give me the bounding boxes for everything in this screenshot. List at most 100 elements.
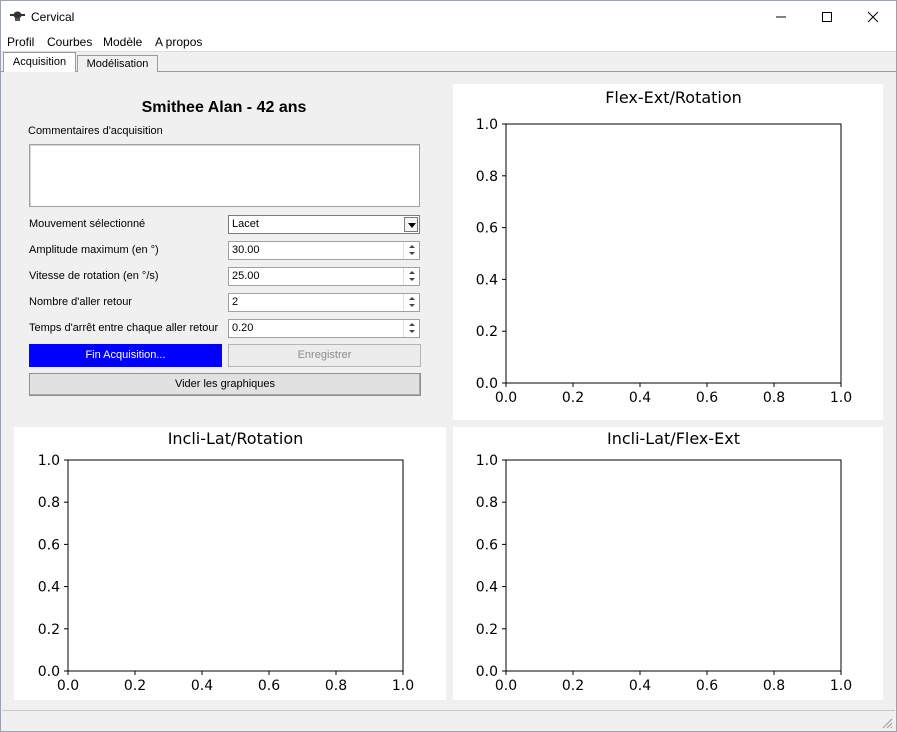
plot-flex-ext-rotation: Flex-Ext/Rotation 0.0 0.2 0.4 0.6 0.8 1.0 0.0 0.… <box>453 84 883 420</box>
spin-up-icon[interactable] <box>409 271 415 274</box>
resize-grip-icon[interactable] <box>881 717 893 729</box>
tab-acquisition[interactable]: Acquisition <box>3 52 76 73</box>
y-tick-label: 0.8 <box>476 495 498 511</box>
pause-stepper[interactable] <box>403 320 419 337</box>
y-tick-label: 1.0 <box>38 453 60 469</box>
x-tick-label: 0.0 <box>495 678 517 694</box>
chart-svg: Incli-Lat/Flex-Ext 0.0 0.2 0.4 0.6 0.8 1.0 0.0 0… <box>476 429 852 694</box>
x-tick-label: 0.8 <box>763 678 785 694</box>
y-tick-label: 0.6 <box>38 537 60 553</box>
amplitude-stepper[interactable] <box>403 242 419 259</box>
y-tick-label: 1.0 <box>476 453 498 469</box>
repetitions-spinbox[interactable]: 2 <box>228 293 420 312</box>
patient-header: Smithee Alan - 42 ans <box>141 99 307 116</box>
menu-bar: Profil Courbes Modèle A propos <box>1 32 896 52</box>
plot-incli-lat-rotation: Incli-Lat/Rotation 0.0 0.2 0.4 0.6 0.8 1.0 0.0 0… <box>14 427 446 700</box>
y-tick-label: 0.2 <box>476 622 498 638</box>
spin-up-icon[interactable] <box>409 323 415 326</box>
title-bar[interactable]: Cervical <box>1 1 896 32</box>
chart-svg: Flex-Ext/Rotation 0.0 0.2 0.4 0.6 0.8 1.0 0.0 0.… <box>476 88 852 406</box>
y-tick-label: 0.6 <box>476 537 498 553</box>
menu-profil[interactable]: Profil <box>7 35 35 49</box>
tab-bar-line <box>1 71 896 72</box>
minimize-button[interactable] <box>758 1 804 32</box>
spin-down-icon[interactable] <box>409 304 415 307</box>
spin-up-icon[interactable] <box>409 297 415 300</box>
close-icon <box>867 11 879 23</box>
x-tick-label: 0.6 <box>258 678 280 694</box>
repetitions-value: 2 <box>232 296 239 308</box>
tab-modelisation[interactable]: Modélisation <box>77 55 158 72</box>
x-tick-label: 0.2 <box>124 678 146 694</box>
window-title: Cervical <box>31 10 75 24</box>
x-tick-label: 0.6 <box>696 678 718 694</box>
menu-modele[interactable]: Modèle <box>103 35 143 49</box>
spin-up-icon[interactable] <box>409 245 415 248</box>
amplitude-value: 30.00 <box>232 244 260 256</box>
end-acquisition-button[interactable]: Fin Acquisition... <box>29 344 222 367</box>
x-tick-label: 0.8 <box>325 678 347 694</box>
y-tick-label: 0.0 <box>476 664 498 680</box>
chevron-down-icon[interactable] <box>404 217 418 232</box>
axes-frame <box>67 459 404 672</box>
spin-down-icon[interactable] <box>409 278 415 281</box>
amplitude-spinbox[interactable]: 30.00 <box>228 241 420 260</box>
pause-spinbox[interactable]: 0.20 <box>228 319 420 338</box>
save-button[interactable]: Enregistrer <box>228 344 421 367</box>
speed-stepper[interactable] <box>403 268 419 285</box>
y-tick-label: 0.4 <box>476 580 498 596</box>
amplitude-label: Amplitude maximum (en °) <box>29 244 159 256</box>
x-tick-label: 0.2 <box>562 678 584 694</box>
menu-a-propos[interactable]: A propos <box>155 35 203 49</box>
pause-label: Temps d'arrêt entre chaque aller retour <box>29 322 219 334</box>
y-tick-label: 0.0 <box>476 376 498 392</box>
speed-spinbox[interactable]: 25.00 <box>228 267 420 286</box>
chart-svg: Incli-Lat/Rotation 0.0 0.2 0.4 0.6 0.8 1.0 0.0 0… <box>38 429 414 694</box>
close-button[interactable] <box>850 1 896 32</box>
x-tick-label: 1.0 <box>830 390 852 406</box>
chart-title: Incli-Lat/Rotation <box>168 429 304 448</box>
x-tick-label: 1.0 <box>830 678 852 694</box>
x-tick-label: 0.4 <box>191 678 213 694</box>
x-tick-label: 0.2 <box>562 390 584 406</box>
x-tick-label: 1.0 <box>392 678 414 694</box>
chart-title: Incli-Lat/Flex-Ext <box>607 429 740 448</box>
y-tick-label: 0.0 <box>38 664 60 680</box>
x-tick-label: 0.0 <box>495 390 517 406</box>
y-tick-label: 0.8 <box>476 169 498 185</box>
app-icon <box>10 11 25 21</box>
comments-textarea[interactable] <box>29 144 420 207</box>
y-tick-label: 0.8 <box>38 495 60 511</box>
plot-incli-lat-flex-ext: Incli-Lat/Flex-Ext 0.0 0.2 0.4 0.6 0.8 1.0 0.0 0… <box>453 427 883 700</box>
comments-label: Commentaires d'acquisition <box>28 125 163 137</box>
spin-down-icon[interactable] <box>409 252 415 255</box>
speed-label: Vitesse de rotation (en °/s) <box>29 270 159 282</box>
spin-down-icon[interactable] <box>409 330 415 333</box>
menu-courbes[interactable]: Courbes <box>47 35 93 49</box>
x-tick-label: 0.4 <box>629 390 651 406</box>
x-tick-label: 0.8 <box>763 390 785 406</box>
x-tick-label: 0.0 <box>57 678 79 694</box>
speed-value: 25.00 <box>232 270 260 282</box>
y-tick-label: 0.2 <box>476 324 498 340</box>
repetitions-stepper[interactable] <box>403 294 419 311</box>
clear-graphs-button[interactable]: Vider les graphiques <box>29 373 421 396</box>
x-tick-label: 0.6 <box>696 390 718 406</box>
x-tick-label: 0.4 <box>629 678 651 694</box>
status-bar <box>2 710 895 731</box>
maximize-button[interactable] <box>804 1 850 32</box>
y-tick-label: 1.0 <box>476 117 498 133</box>
movement-value: Lacet <box>232 218 259 230</box>
y-tick-label: 0.4 <box>38 580 60 596</box>
pause-value: 0.20 <box>232 322 254 334</box>
repetitions-label: Nombre d'aller retour <box>29 296 132 308</box>
y-tick-label: 0.2 <box>38 622 60 638</box>
chart-title: Flex-Ext/Rotation <box>605 88 742 107</box>
axes-frame <box>505 459 842 672</box>
y-tick-label: 0.6 <box>476 221 498 237</box>
minimize-icon <box>776 16 786 18</box>
axes-frame <box>505 123 842 384</box>
movement-select[interactable]: Lacet <box>228 215 420 234</box>
movement-label: Mouvement sélectionné <box>29 218 146 230</box>
